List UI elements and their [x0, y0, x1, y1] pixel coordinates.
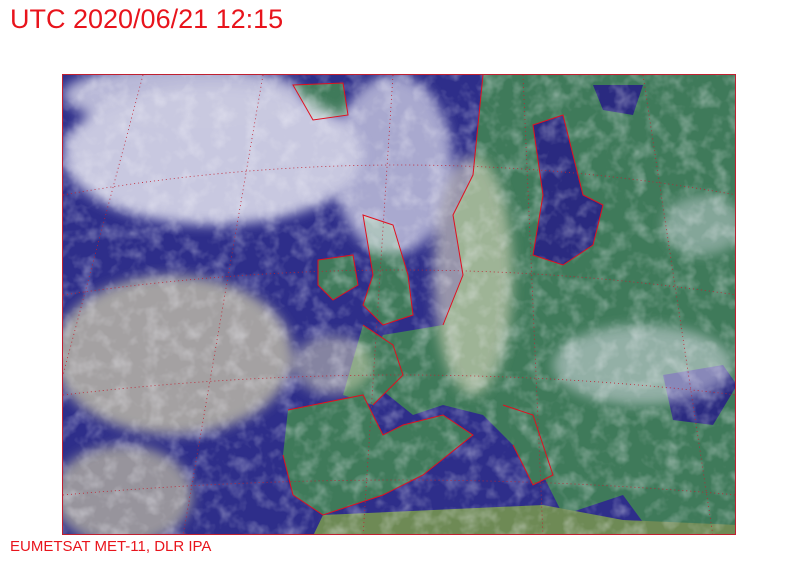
graticule — [63, 75, 735, 534]
satellite-map — [62, 74, 736, 535]
data-source-credit: EUMETSAT MET-11, DLR IPA — [10, 538, 212, 555]
satellite-image — [63, 75, 735, 534]
timestamp-title: UTC 2020/06/21 12:15 — [10, 4, 284, 34]
coastlines — [282, 75, 604, 516]
cloud-texture — [63, 75, 735, 534]
